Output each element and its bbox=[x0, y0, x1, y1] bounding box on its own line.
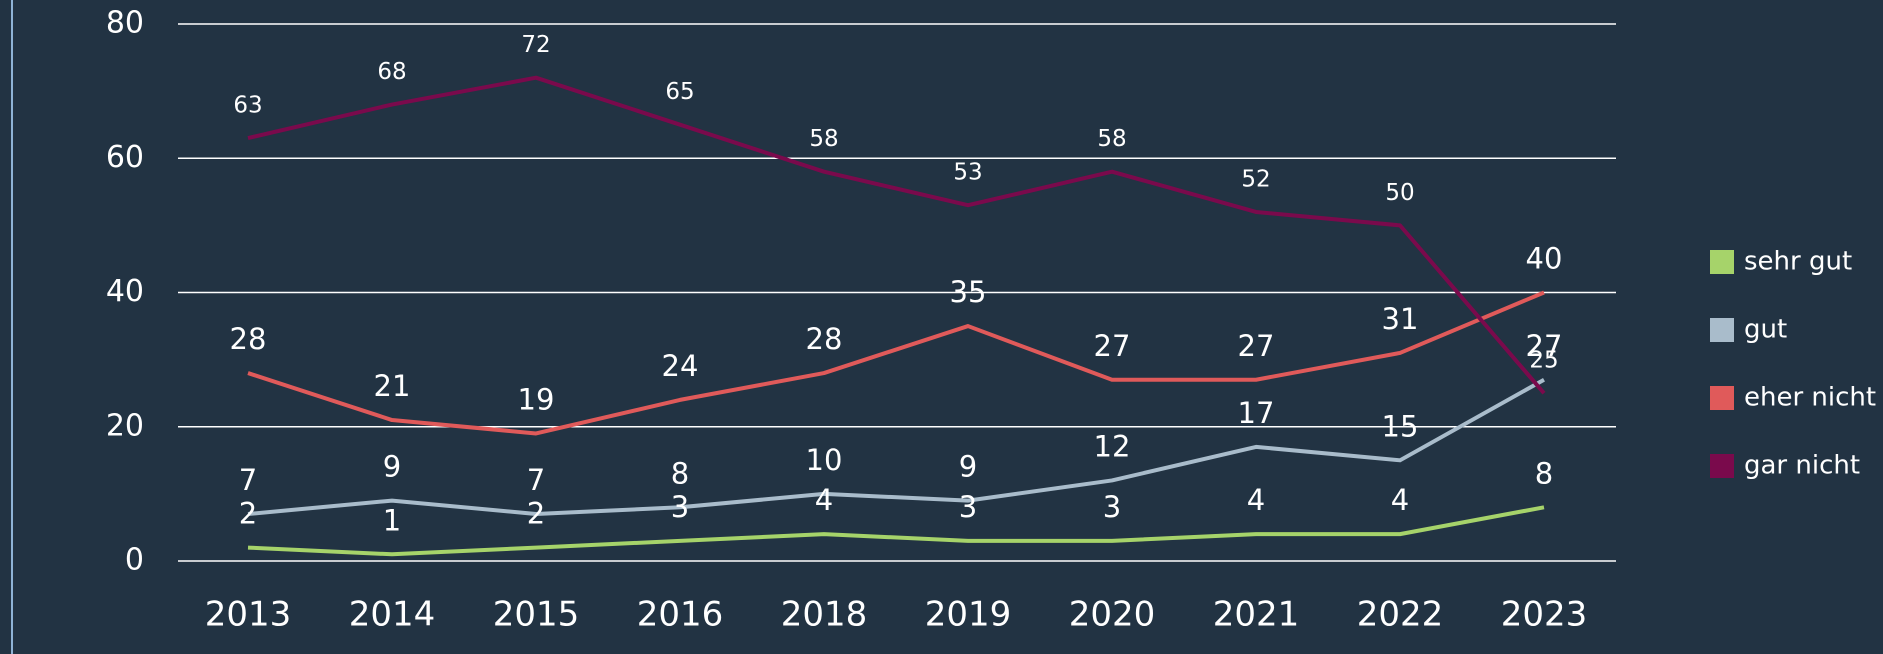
data-label: 72 bbox=[521, 32, 550, 58]
data-label: 65 bbox=[665, 79, 694, 105]
data-label: 31 bbox=[1382, 302, 1419, 336]
series-line bbox=[247, 505, 1545, 557]
data-label: 63 bbox=[233, 93, 262, 119]
data-label: 28 bbox=[230, 322, 267, 356]
data-label: 40 bbox=[1526, 242, 1563, 276]
data-label: 58 bbox=[1097, 126, 1126, 152]
legend-label: eher nicht bbox=[1744, 383, 1876, 413]
data-label: 53 bbox=[953, 160, 982, 186]
series-line bbox=[247, 290, 1545, 436]
legend-swatch bbox=[1710, 386, 1734, 410]
x-tick-label: 2021 bbox=[1213, 595, 1300, 635]
data-label: 7 bbox=[527, 463, 545, 497]
x-tick-label: 2023 bbox=[1501, 595, 1588, 635]
data-label: 50 bbox=[1385, 180, 1414, 206]
data-label: 7 bbox=[239, 463, 257, 497]
series-line bbox=[247, 378, 1545, 517]
y-tick-label: 60 bbox=[106, 140, 144, 175]
data-label: 8 bbox=[671, 456, 689, 490]
data-label: 17 bbox=[1238, 396, 1275, 430]
series-line bbox=[247, 75, 1546, 395]
x-tick-label: 2019 bbox=[925, 595, 1012, 635]
data-label: 9 bbox=[383, 450, 401, 484]
data-label: 1 bbox=[383, 503, 401, 537]
y-tick-label: 0 bbox=[125, 543, 144, 578]
data-label: 58 bbox=[809, 126, 838, 152]
data-label: 12 bbox=[1094, 429, 1131, 463]
data-label: 4 bbox=[1247, 483, 1265, 517]
data-label: 21 bbox=[374, 369, 411, 403]
legend-label: sehr gut bbox=[1744, 247, 1852, 277]
x-tick-label: 2020 bbox=[1069, 595, 1156, 635]
data-label: 2 bbox=[527, 497, 545, 531]
legend-label: gar nicht bbox=[1744, 451, 1860, 481]
data-label: 24 bbox=[662, 349, 699, 383]
data-label: 3 bbox=[959, 490, 977, 524]
data-label: 35 bbox=[950, 275, 987, 309]
x-tick-label: 2015 bbox=[493, 595, 580, 635]
y-tick-label: 20 bbox=[106, 408, 144, 443]
data-label: 27 bbox=[1094, 329, 1131, 363]
data-label: 28 bbox=[806, 322, 843, 356]
data-label: 8 bbox=[1535, 456, 1553, 490]
data-label: 68 bbox=[377, 59, 406, 85]
legend-label: gut bbox=[1744, 315, 1787, 345]
data-label: 19 bbox=[518, 382, 555, 416]
data-label: 3 bbox=[1103, 490, 1121, 524]
data-label: 10 bbox=[806, 443, 843, 477]
data-label: 25 bbox=[1529, 348, 1558, 374]
x-tick-label: 2016 bbox=[637, 595, 724, 635]
x-tick-label: 2014 bbox=[349, 595, 436, 635]
y-tick-label: 80 bbox=[106, 6, 144, 41]
x-tick-label: 2013 bbox=[205, 595, 292, 635]
data-label: 27 bbox=[1238, 329, 1275, 363]
data-label: 2 bbox=[239, 497, 257, 531]
legend-swatch bbox=[1710, 454, 1734, 478]
data-label: 9 bbox=[959, 450, 977, 484]
legend-swatch bbox=[1710, 318, 1734, 342]
data-label: 15 bbox=[1382, 409, 1419, 443]
data-label: 4 bbox=[1391, 483, 1409, 517]
legend-swatch bbox=[1710, 250, 1734, 274]
x-tick-label: 2022 bbox=[1357, 595, 1444, 635]
data-label: 27 bbox=[1526, 329, 1563, 363]
y-tick-label: 40 bbox=[106, 274, 144, 309]
data-label: 4 bbox=[815, 483, 833, 517]
data-label: 3 bbox=[671, 490, 689, 524]
data-label: 52 bbox=[1241, 166, 1270, 192]
x-tick-label: 2018 bbox=[781, 595, 868, 635]
